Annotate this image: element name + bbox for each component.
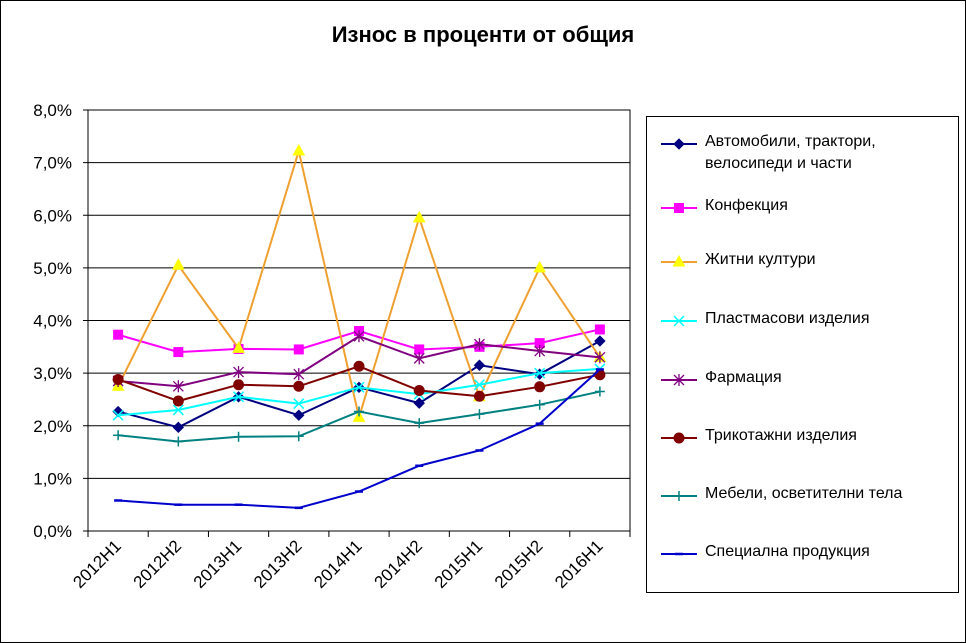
data-point [533,260,547,273]
legend-swatch [661,491,697,501]
legend-swatch [661,203,697,213]
y-tick-label: 5,0% [33,259,72,278]
y-tick-label: 2,0% [33,417,72,436]
data-point [171,258,185,270]
legend-swatch [661,552,697,556]
x-tick-label: 2014H1 [310,536,366,592]
data-point [113,329,124,340]
legend-label: Автомобили, трактори, велосипеди и части [705,133,876,172]
chart-title: Износ в проценти от общия [331,22,635,47]
data-point [172,395,184,407]
x-tick-label: 2016H1 [551,536,607,592]
legend-label: Пластмасови изделия [705,310,870,327]
series-line [117,147,601,422]
data-point [112,373,124,385]
data-point [112,409,124,421]
data-point [412,210,426,223]
data-point [353,330,365,343]
data-point [172,380,184,393]
data-point [353,381,365,393]
series-6 [112,360,606,407]
data-point [173,436,184,447]
legend-label: Житни култури [705,251,816,268]
series-3 [111,144,607,422]
legend-label: Мебели, осветителни тела [705,485,903,502]
legend-swatch [661,138,697,150]
data-point [233,391,245,403]
data-point [293,398,305,410]
data-point [594,386,605,397]
legend-swatch [661,374,697,386]
x-tick-label: 2013H2 [250,536,306,592]
data-point [594,335,606,347]
series-7 [113,386,605,447]
legend-swatch [661,254,697,267]
legend-label: Фармация [705,369,782,386]
data-point [594,351,606,364]
data-point [173,347,184,358]
x-tick-label: 2015H1 [431,536,487,592]
y-tick-label: 0,0% [33,522,72,541]
data-point [473,359,486,371]
series-4 [112,363,606,421]
data-point [534,399,545,410]
data-point [293,368,305,381]
data-point [534,367,546,379]
data-point [293,380,305,392]
y-tick-label: 4,0% [33,312,72,331]
data-point [413,397,425,409]
data-point [172,421,185,434]
legend-marker [673,432,685,444]
data-point [534,345,546,358]
data-point [233,431,244,442]
y-tick-label: 7,0% [33,154,72,173]
series-5 [112,330,606,393]
legend: Автомобили, трактори, велосипеди и части… [646,116,959,593]
data-point [413,352,425,365]
data-point [534,381,546,393]
data-point [473,379,485,391]
data-point [293,409,305,421]
data-point [292,144,306,156]
x-tick-label: 2012H1 [69,536,125,592]
data-point [113,430,124,441]
y-tick-label: 6,0% [33,206,72,225]
legend-swatch [661,432,697,444]
data-point [473,338,485,351]
legend-label: Специална продукция [705,543,870,560]
data-point [474,409,485,420]
data-point [414,418,425,429]
y-tick-label: 3,0% [33,364,72,383]
data-point [172,404,184,416]
data-point [293,344,304,355]
data-point [354,406,364,417]
x-tick-label: 2014H2 [370,536,426,592]
data-point [233,366,245,379]
y-tick-label: 1,0% [33,469,72,488]
legend-label: Трикотажни изделия [705,427,857,444]
legend-marker [672,254,686,267]
x-tick-label: 2013H1 [190,536,246,592]
series-8 [114,368,604,510]
legend-marker [674,491,684,501]
data-point [594,369,606,381]
legend-marker [674,203,684,213]
data-point [293,431,304,442]
data-point [353,360,365,372]
legend-marker [673,138,685,150]
data-point [233,379,245,391]
legend-marker [673,315,685,327]
data-point [232,341,245,353]
x-tick-label: 2012H2 [130,536,186,592]
x-tick-label: 2015H2 [491,536,547,592]
legend-label: Конфекция [705,197,788,214]
y-tick-label: 8,0% [33,101,72,120]
data-point [473,390,485,402]
legend-marker [673,374,685,386]
data-point [594,324,605,335]
data-point [413,384,425,396]
legend-swatch [661,315,697,327]
